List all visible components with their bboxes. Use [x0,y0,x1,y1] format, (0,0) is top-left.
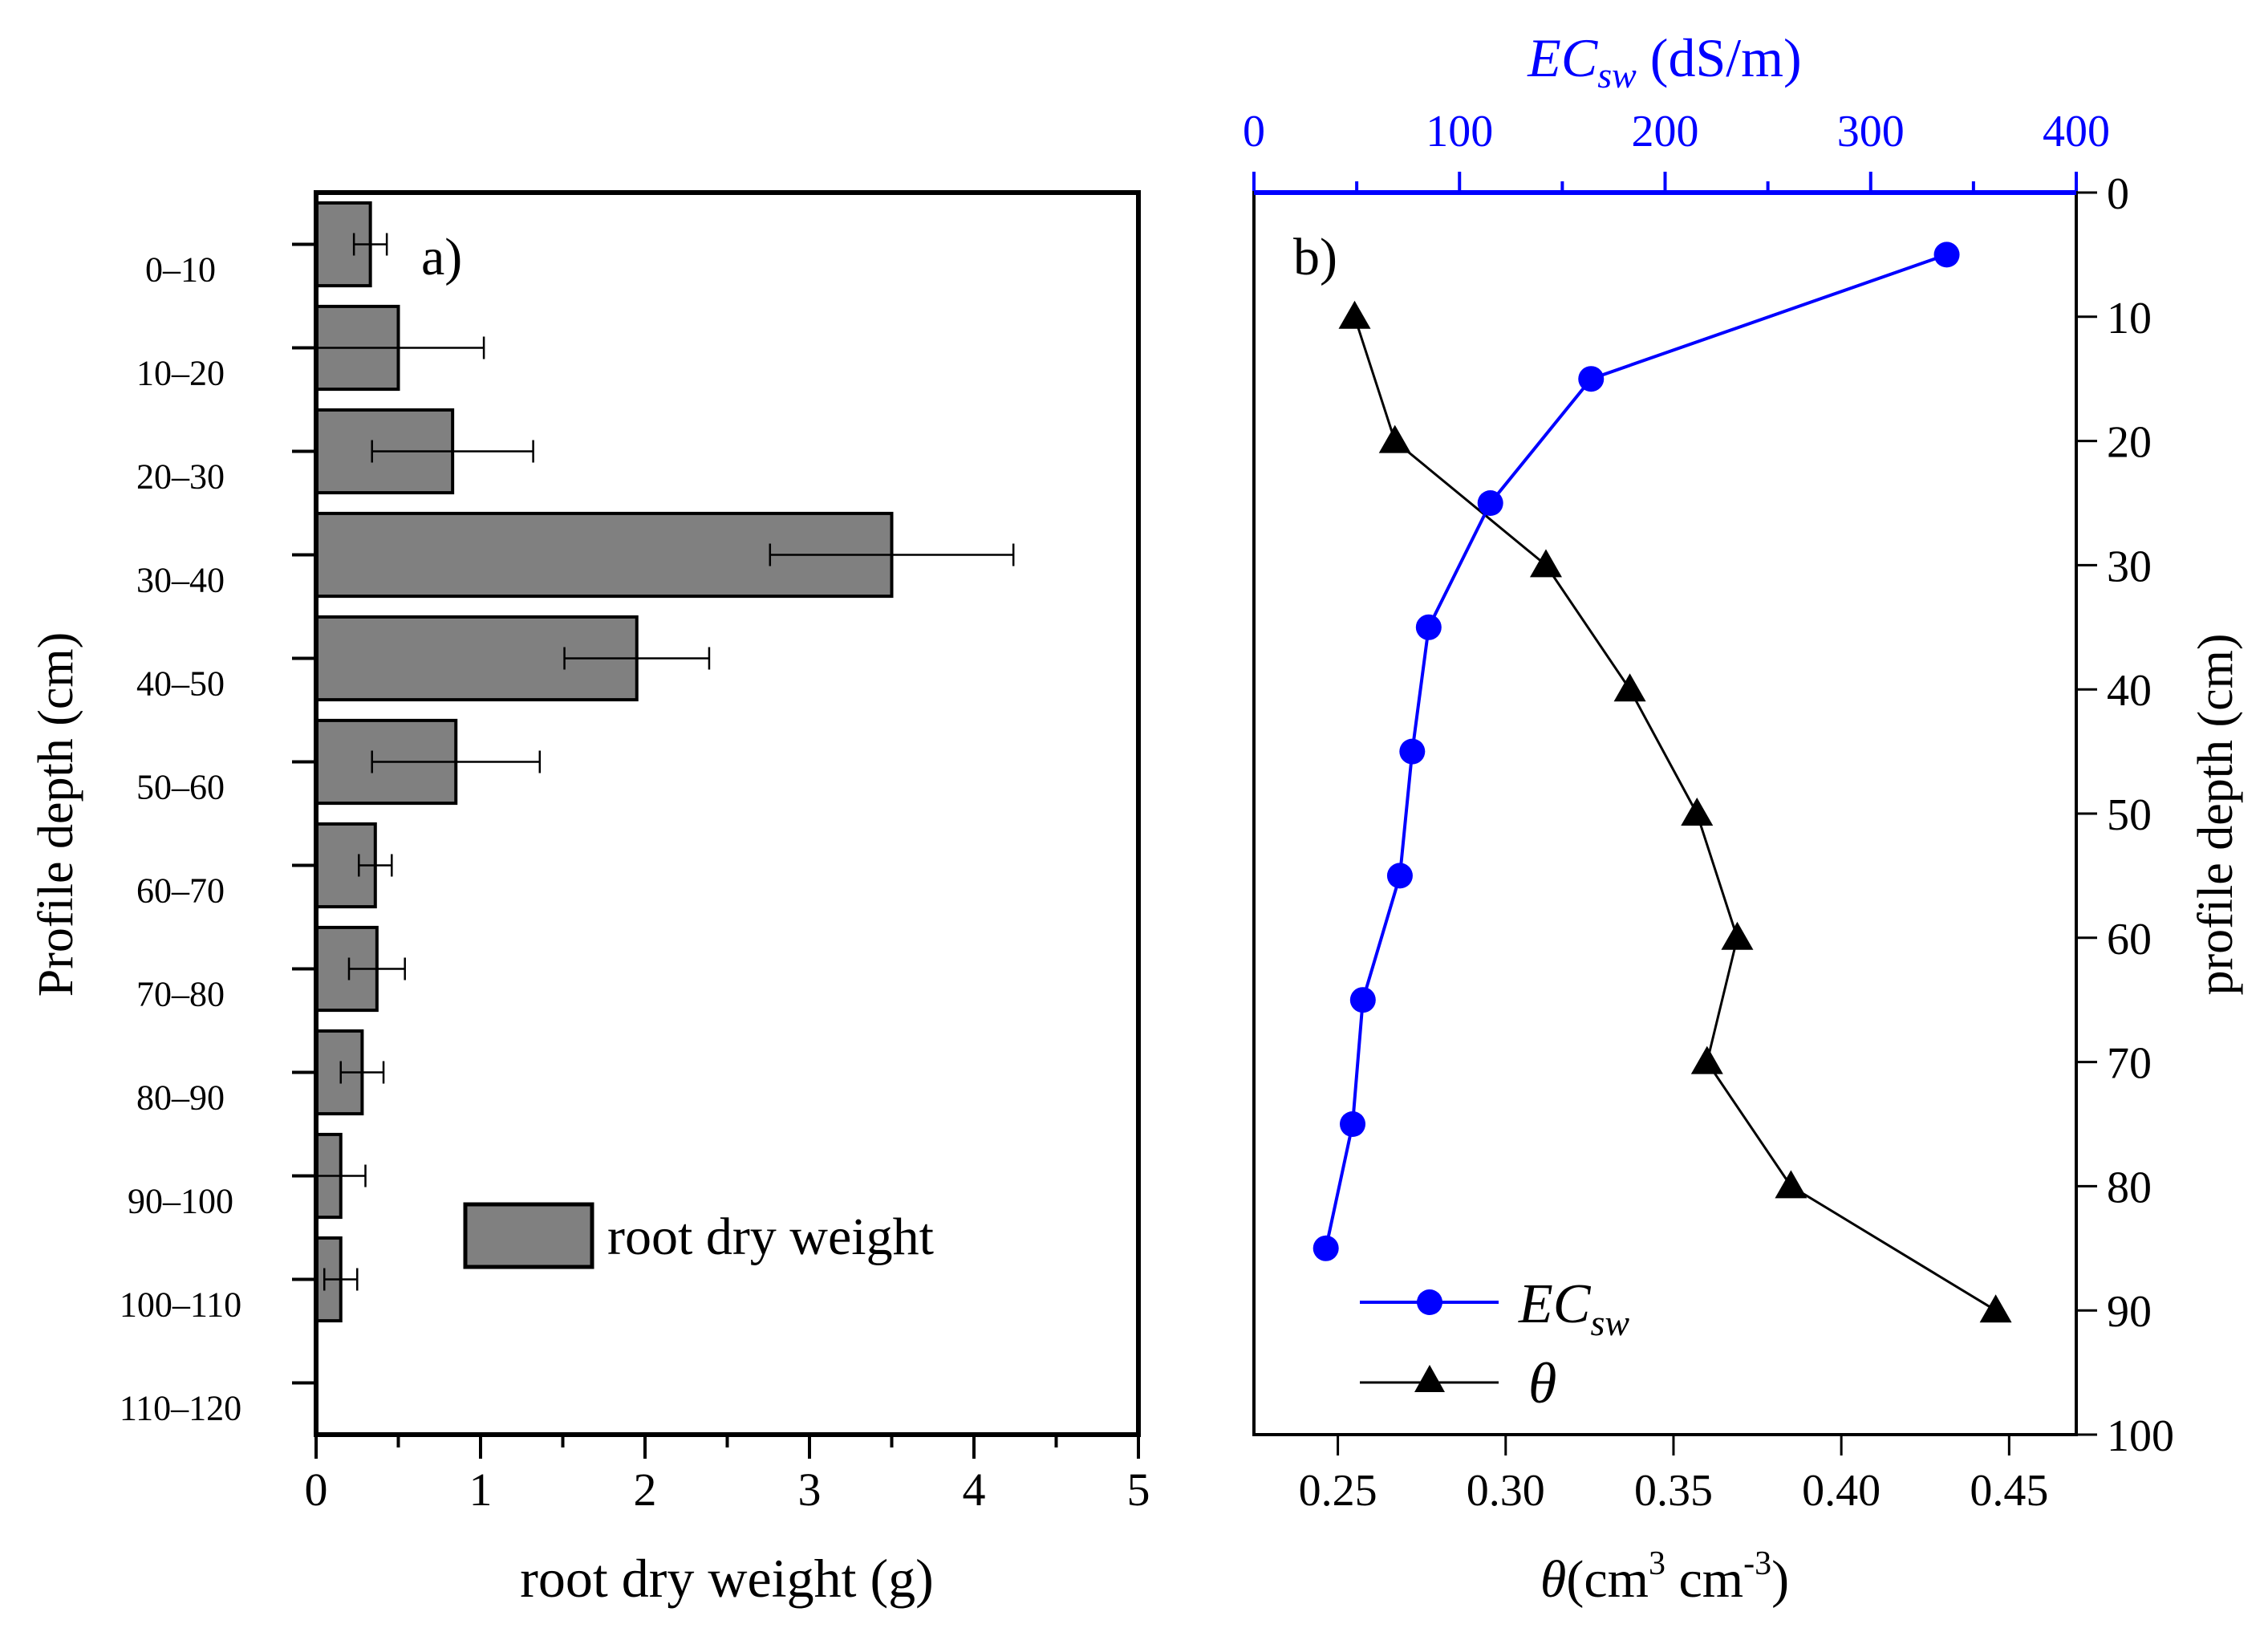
category-label: 20–30 [136,457,225,497]
error-bars-layer [314,233,1015,1291]
right-tick-label: 100 [2107,1411,2174,1461]
top-tick-label: 200 [1632,107,1699,156]
ec-point [1340,1111,1365,1137]
right-tick-label: 0 [2107,169,2129,219]
legend-ec-sub: sw [1590,1302,1629,1343]
panel-b: 0.25 0.30 0.35 0.40 0.45 0 100 200 300 400 0 10 20… [1243,27,2243,1609]
ec-point [1933,242,1960,268]
right-tick-label: 10 [2107,294,2152,343]
top-axis-label-unit: (dS/m) [1637,27,1802,88]
theta-point [1979,1294,2012,1323]
x-axis-label: root dry weight (g) [520,1548,934,1609]
theta-point [1775,1170,1808,1199]
bottom-tick-label: 0.35 [1634,1466,1713,1516]
theta-point [1721,921,1754,950]
bottom-axis-label-mid: cm [1665,1550,1743,1609]
bottom-tick-label: 0.25 [1299,1466,1377,1516]
theta-point [1338,300,1371,329]
x-ticks-layer: 0 1 2 3 4 5 [305,1435,1150,1516]
theta-point [1681,798,1714,826]
right-tick-label: 70 [2107,1039,2152,1089]
theta-point [1378,424,1411,453]
ec-point [1386,863,1413,889]
panel-a-frame [314,190,1141,1437]
category-label: 10–20 [136,354,225,393]
top-axis-label: ECsw (dS/m) [1527,27,1801,95]
legend-swatch [463,1202,594,1269]
top-axis-label-main: EC [1527,27,1598,88]
y-ticks-layer: 0–10 10–20 20–30 30–40 40–50 50–60 60–70 70–80 8… [120,242,316,1428]
theta-point [1690,1045,1723,1074]
bottom-tick-label: 0.40 [1802,1466,1881,1516]
x-tick-label: 1 [469,1464,493,1516]
legend-ec-main: EC [1518,1273,1592,1335]
top-tick-label: 300 [1837,107,1905,156]
bottom-tick-label: 0.30 [1467,1466,1545,1516]
ec-point [1578,366,1605,392]
ec-point [1415,614,1442,640]
right-ticks-layer: 0 10 20 30 40 50 60 70 80 90 100 [2076,169,2174,1461]
ec-point [1313,1235,1339,1261]
y-axis-label: Profile depth (cm) [29,632,83,997]
category-label: 110–120 [120,1389,241,1428]
x-tick-label: 5 [1127,1464,1150,1516]
theta-series [1338,300,2012,1323]
category-label: 30–40 [136,561,225,600]
category-label: 60–70 [136,871,225,911]
x-tick-label: 4 [963,1464,986,1516]
right-axis-label: profile depth (cm) [2189,633,2243,995]
bottom-ticks-layer: 0.25 0.30 0.35 0.40 0.45 [1299,1435,2048,1516]
legend-b: ECsw θ [1360,1273,1629,1415]
bottom-axis-label-unit: (cm [1566,1550,1649,1609]
theta-point [1529,549,1562,578]
category-label: 80–90 [136,1078,225,1118]
bottom-axis-label-sup2: -3 [1743,1545,1771,1582]
right-tick-label: 90 [2107,1287,2152,1337]
legend-label: root dry weight [607,1208,934,1266]
ec-point [1349,987,1376,1013]
ec-series [1313,242,1960,1261]
legend: root dry weight [463,1202,934,1269]
top-axis-label-sub: sw [1597,55,1637,95]
top-tick-label: 0 [1243,107,1265,156]
legend-ec-label: ECsw [1518,1273,1629,1343]
panel-a: 0–10 10–20 20–30 30–40 40–50 50–60 60–70 70–80 8… [29,190,1150,1609]
top-tick-label: 100 [1426,107,1493,156]
ec-point [1477,490,1503,516]
right-tick-label: 30 [2107,542,2152,591]
bottom-axis-label: θ(cm3 cm-3) [1540,1545,1789,1609]
right-tick-label: 80 [2107,1163,2152,1212]
bottom-tick-label: 0.45 [1970,1466,2048,1516]
panel-b-label: b) [1293,228,1337,286]
right-tick-label: 40 [2107,666,2152,716]
category-label: 90–100 [128,1182,233,1221]
category-label: 100–110 [120,1285,241,1325]
category-label: 40–50 [136,664,225,704]
right-tick-label: 20 [2107,418,2152,468]
x-tick-label: 3 [798,1464,822,1516]
x-tick-label: 2 [634,1464,657,1516]
panel-a-label: a) [421,228,462,286]
right-tick-label: 50 [2107,790,2152,840]
category-label: 50–60 [136,768,225,807]
category-label: 0–10 [145,250,216,290]
bottom-axis-label-end: ) [1771,1550,1789,1609]
ec-point [1399,738,1426,765]
top-tick-label: 400 [2043,107,2110,156]
bottom-axis-label-symbol: θ [1540,1550,1566,1609]
x-tick-label: 0 [305,1464,328,1516]
legend-theta-label: θ [1528,1351,1556,1415]
legend-ec-marker [1417,1289,1442,1315]
category-label: 70–80 [136,975,225,1014]
right-tick-label: 60 [2107,915,2152,964]
legend-theta-marker [1414,1365,1445,1392]
theta-point [1613,673,1646,702]
bottom-axis-label-sup1: 3 [1649,1545,1665,1582]
